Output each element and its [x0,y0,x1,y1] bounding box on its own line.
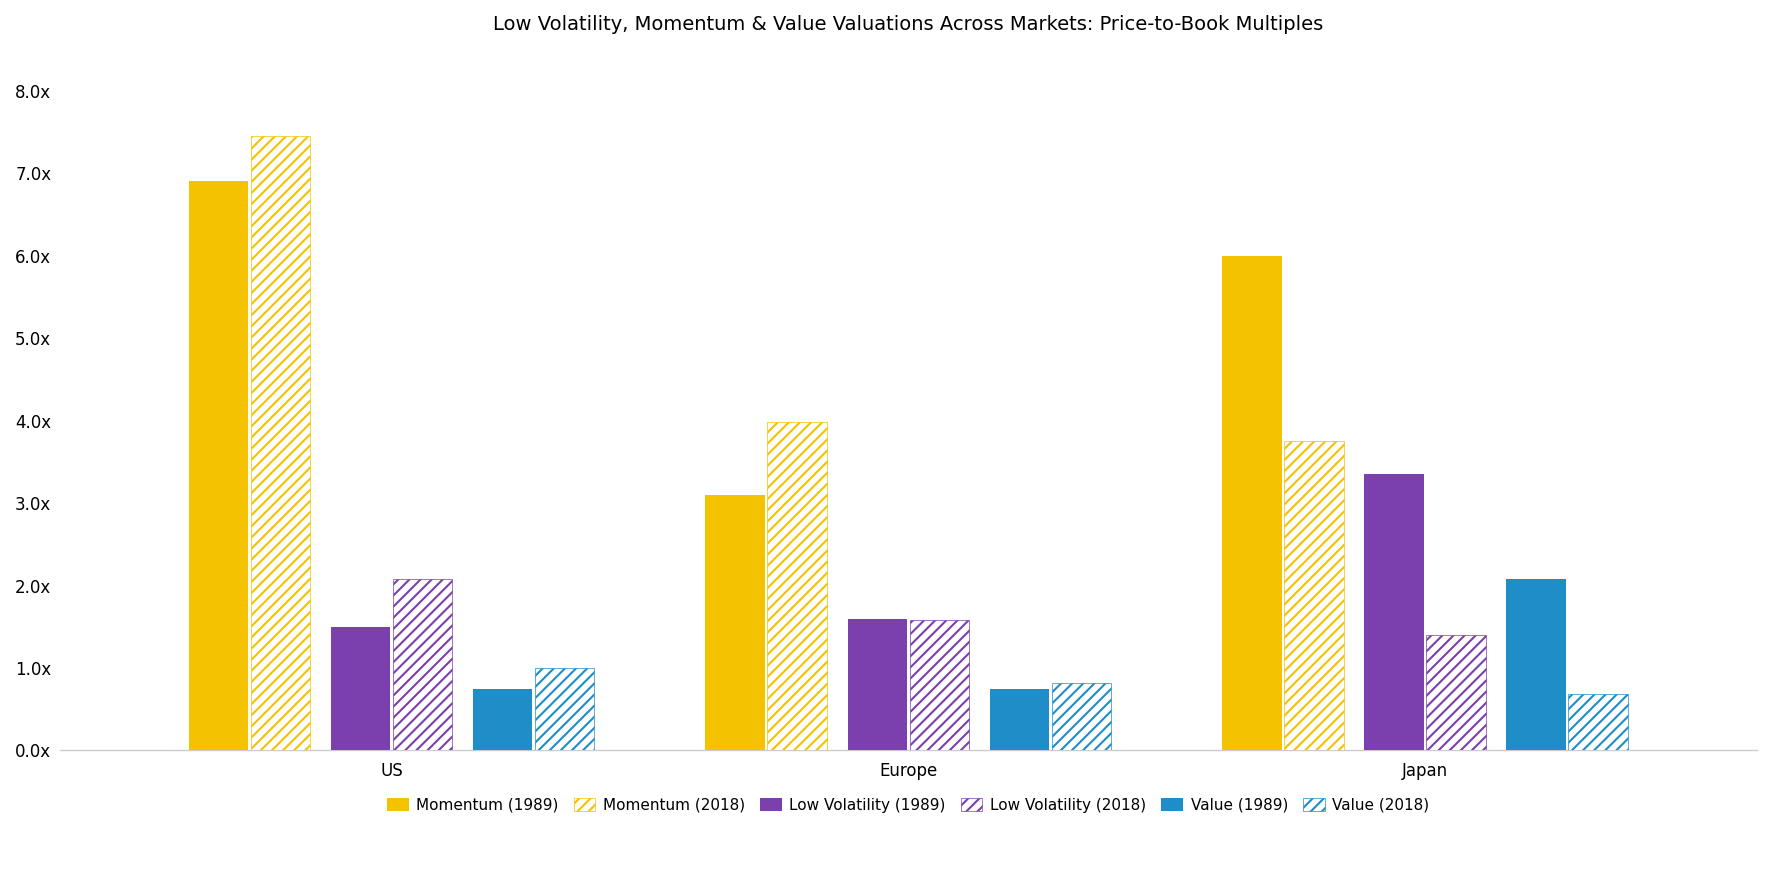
Bar [991,688,1049,750]
Bar [473,688,532,750]
Bar [252,136,310,750]
Bar [847,618,907,750]
Bar [1568,695,1628,750]
Bar [1051,683,1111,750]
Bar [705,494,766,750]
Bar [1426,635,1485,750]
Legend: Momentum (1989), Momentum (2018), Low Volatility (1989), Low Volatility (2018), : Momentum (1989), Momentum (2018), Low Vo… [381,792,1435,819]
Bar [1223,256,1281,750]
Bar [1364,474,1423,750]
Bar [190,182,248,750]
Bar [909,620,969,750]
Bar [393,579,452,750]
Bar [1285,441,1343,750]
Title: Low Volatility, Momentum & Value Valuations Across Markets: Price-to-Book Multip: Low Volatility, Momentum & Value Valuati… [493,15,1324,34]
Bar [535,668,594,750]
Bar [331,626,390,750]
Bar [767,423,828,750]
Bar [1506,579,1566,750]
